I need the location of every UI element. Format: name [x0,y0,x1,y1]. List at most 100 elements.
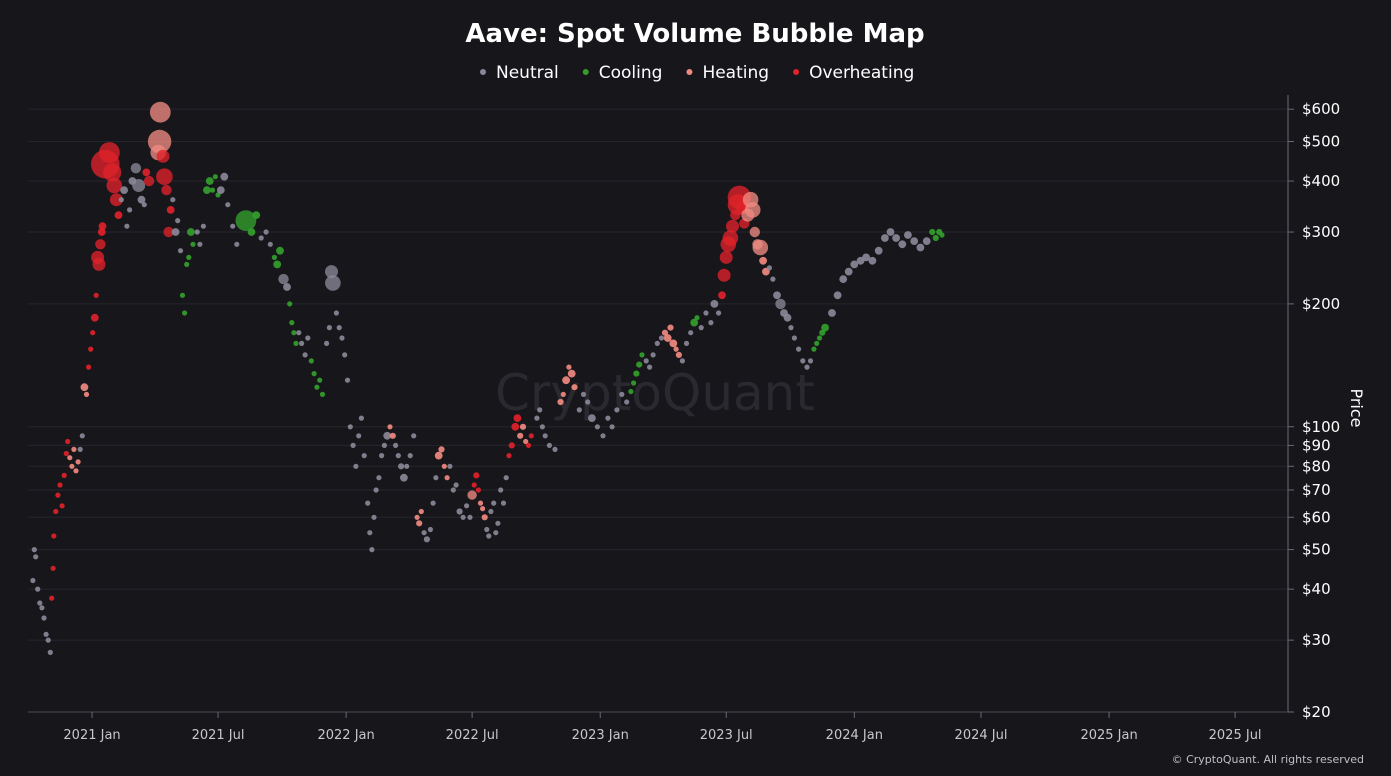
bubble-cooling [287,301,293,307]
bubble-neutral [258,235,264,241]
bubble-heating [744,202,761,218]
chart-title: Aave: Spot Volume Bubble Map [465,19,924,49]
y-tick-label: $80 [1302,457,1331,475]
bubble-neutral [609,424,615,430]
bubble-neutral [358,415,364,421]
bubble-heating [434,451,443,460]
bubble-neutral [453,482,459,488]
bubble-neutral [862,253,870,262]
y-tick-label: $20 [1302,703,1331,721]
bubble-neutral [600,433,606,439]
bubble-cooling [247,228,256,236]
bubble-neutral [447,463,453,469]
bubble-cooling [631,380,637,386]
bubble-neutral [132,179,146,192]
bubble-neutral [791,335,798,341]
bubble-cooling [276,246,284,255]
bubble-heating [414,514,420,520]
legend-item-heating[interactable]: Heating [686,63,769,83]
bubble-overheating [86,364,92,370]
legend-label: Cooling [599,63,663,83]
y-tick-label: $40 [1302,580,1331,598]
bubble-neutral [45,637,51,643]
bubble-neutral [333,310,339,316]
bubble-neutral [177,248,184,254]
bubble-cooling [179,292,186,298]
bubble-overheating [142,168,151,177]
bubble-overheating [93,292,99,298]
bubble-overheating [722,230,739,246]
bubble-neutral [347,424,353,430]
bubble-overheating [49,595,55,601]
bubble-heating [752,239,769,256]
y-tick-label: $100 [1302,418,1340,436]
legend-label: Neutral [496,63,559,83]
x-tick-label: 2023 Jan [572,728,629,743]
bubble-neutral [874,246,883,255]
bubble-neutral [775,298,786,310]
bubble-neutral [324,340,330,346]
bubble-neutral [683,340,690,346]
bubble-neutral [130,163,142,174]
bubble-heating [147,129,172,154]
bubble-neutral [491,500,497,506]
bubble-neutral [379,453,385,459]
bubble-cooling [690,318,699,327]
bubble-cooling [273,260,282,269]
bubble-neutral [325,265,338,279]
bubble-cooling [271,254,277,260]
bubble-overheating [103,163,122,182]
legend-item-neutral[interactable]: Neutral [480,63,559,83]
bubble-overheating [50,565,56,571]
bubble-heating [418,508,424,515]
bubble-neutral [464,503,470,509]
bubble-heating [663,334,672,342]
bubble-overheating [88,346,94,352]
bubble-heating [467,490,477,500]
bubble-neutral [886,228,895,236]
bubble-neutral [800,358,806,364]
bubble-heating [441,463,447,469]
bubble-heating [519,423,527,430]
bubble-heating [149,101,171,123]
bubble-neutral [234,241,240,247]
bubble-heating [675,351,683,358]
x-tick-label: 2021 Jul [192,728,245,743]
x-tick-label: 2025 Jan [1080,728,1137,743]
bubble-neutral [37,600,43,606]
bubble-heating [71,446,77,452]
bubble-overheating [156,168,173,185]
y-tick-label: $70 [1302,481,1331,499]
legend-item-cooling[interactable]: Cooling [582,63,663,83]
bubble-neutral [427,526,433,533]
bubble-overheating [61,472,67,478]
bubble-heating [416,520,423,527]
bubble-neutral [488,508,494,515]
bubble-neutral [369,547,375,553]
legend-item-overheating[interactable]: Overheating [793,63,914,83]
bubble-cooling [816,335,823,341]
bubble-heating [517,432,524,439]
bubble-cooling [182,310,188,316]
x-tick-label: 2023 Jul [700,728,753,743]
bubble-overheating [719,250,733,264]
bubble-neutral [580,391,587,397]
bubble-overheating [90,330,96,336]
bubble-neutral [283,283,291,291]
bubble-heating [759,256,767,265]
bubble-neutral [430,500,436,506]
bubble-neutral [500,500,507,506]
bubble-neutral [796,346,802,352]
bubble-heating [562,376,570,385]
bubble-overheating [90,313,99,322]
bubble-neutral [698,325,704,331]
y-tick-label: $500 [1302,133,1340,151]
bubble-neutral [342,352,348,358]
bubble-neutral [910,237,919,246]
copyright-credit: © CryptoQuant. All rights reserved [1172,753,1364,766]
bubble-neutral [373,487,379,493]
bubble-cooling [633,370,640,377]
axis-layer: $20 $30 $40 $50 $60 $70 $80 $90$100 $200 $300 $400… [28,95,1340,743]
bubble-neutral [534,415,540,421]
